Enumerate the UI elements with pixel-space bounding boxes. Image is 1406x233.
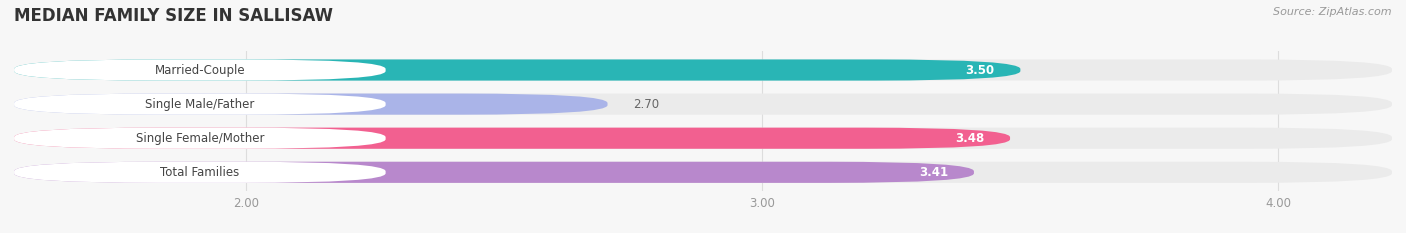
FancyBboxPatch shape [14,93,385,115]
Text: 3.48: 3.48 [955,132,984,145]
Text: 2.70: 2.70 [633,98,659,111]
FancyBboxPatch shape [14,59,385,81]
Text: Single Female/Mother: Single Female/Mother [135,132,264,145]
Text: Married-Couple: Married-Couple [155,64,245,76]
FancyBboxPatch shape [14,162,1392,183]
Text: Total Families: Total Families [160,166,239,179]
Text: 3.50: 3.50 [966,64,994,76]
Text: MEDIAN FAMILY SIZE IN SALLISAW: MEDIAN FAMILY SIZE IN SALLISAW [14,7,333,25]
FancyBboxPatch shape [14,128,385,149]
Text: 3.41: 3.41 [920,166,948,179]
Text: Source: ZipAtlas.com: Source: ZipAtlas.com [1274,7,1392,17]
FancyBboxPatch shape [14,59,1021,81]
Text: Single Male/Father: Single Male/Father [145,98,254,111]
FancyBboxPatch shape [14,162,974,183]
FancyBboxPatch shape [14,128,1392,149]
FancyBboxPatch shape [14,162,385,183]
FancyBboxPatch shape [14,128,1010,149]
FancyBboxPatch shape [14,59,1392,81]
FancyBboxPatch shape [14,93,1392,115]
FancyBboxPatch shape [14,93,607,115]
